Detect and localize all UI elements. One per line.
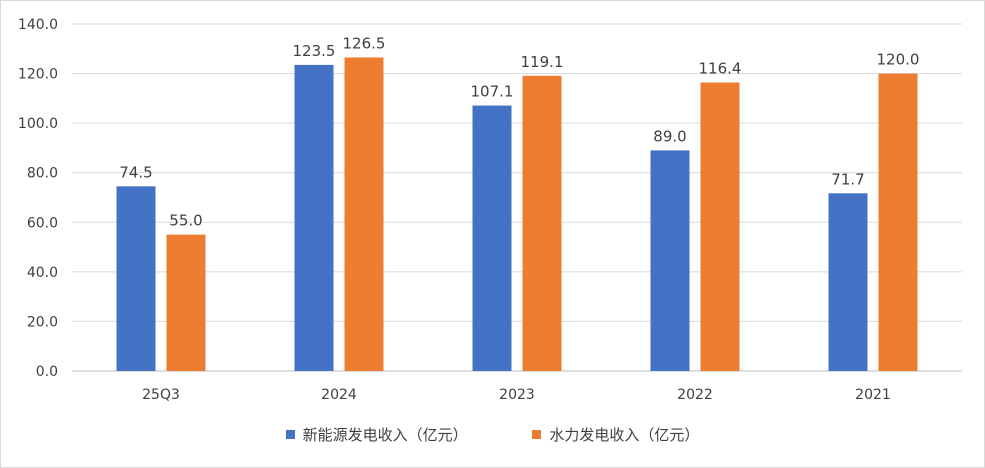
x-tick-label: 2023 <box>499 387 535 403</box>
y-tick-label: 20.0 <box>27 314 58 330</box>
bar-new-energy-25Q3 <box>116 186 156 371</box>
legend-label-hydro: 水力发电收入（亿元） <box>549 426 700 444</box>
y-tick-label: 40.0 <box>27 265 58 281</box>
gridlines <box>72 23 962 372</box>
data-label: 107.1 <box>471 83 514 101</box>
data-labels: 74.5 55.0 123.5 126.5 107.1 119.1 89.0 116.4 71.… <box>119 34 919 229</box>
data-label: 126.5 <box>343 34 386 52</box>
bar-new-energy-2021 <box>828 193 868 371</box>
data-label: 74.5 <box>119 163 152 181</box>
legend-label-new-energy: 新能源发电收入（亿元） <box>302 426 468 444</box>
x-axis: 25Q3 2024 2023 2022 2021 <box>142 387 891 403</box>
bar-chart: 0.0 20.0 40.0 60.0 80.0 100.0 120.0 140.0 74.5 5… <box>18 17 962 403</box>
data-label: 89.0 <box>653 127 686 145</box>
legend-item-new-energy: 新能源发电收入（亿元） <box>285 424 468 445</box>
legend: 新能源发电收入（亿元） 水力发电收入（亿元） <box>0 424 985 445</box>
y-tick-label: 0.0 <box>36 364 58 380</box>
data-label: 71.7 <box>831 170 864 188</box>
y-tick-label: 120.0 <box>18 67 58 83</box>
legend-item-hydro: 水力发电收入（亿元） <box>532 424 699 445</box>
data-label: 55.0 <box>169 212 202 230</box>
y-tick-label: 100.0 <box>18 116 58 132</box>
data-label: 123.5 <box>293 42 336 60</box>
data-label: 119.1 <box>521 53 564 71</box>
bar-hydro-2021 <box>878 73 918 372</box>
y-tick-label: 60.0 <box>27 215 58 231</box>
bar-hydro-25Q3 <box>166 234 206 371</box>
y-tick-label: 80.0 <box>27 166 58 182</box>
data-label: 116.4 <box>699 59 742 77</box>
data-label: 120.0 <box>877 51 920 69</box>
bar-new-energy-2022 <box>650 150 690 371</box>
bar-hydro-2023 <box>522 75 562 372</box>
x-tick-label: 2021 <box>855 387 891 403</box>
x-tick-label: 2024 <box>321 387 357 403</box>
bar-hydro-2022 <box>700 82 740 371</box>
legend-swatch-hydro <box>532 430 542 439</box>
x-tick-label: 2022 <box>677 387 713 403</box>
y-tick-label: 140.0 <box>18 17 58 33</box>
legend-swatch-new-energy <box>285 430 295 439</box>
bar-hydro-2024 <box>344 57 384 371</box>
y-axis: 0.0 20.0 40.0 60.0 80.0 100.0 120.0 140.0 <box>18 17 58 380</box>
x-tick-label: 25Q3 <box>142 387 180 403</box>
bar-new-energy-2024 <box>294 64 334 372</box>
bar-new-energy-2023 <box>472 105 512 372</box>
bars <box>116 57 918 372</box>
